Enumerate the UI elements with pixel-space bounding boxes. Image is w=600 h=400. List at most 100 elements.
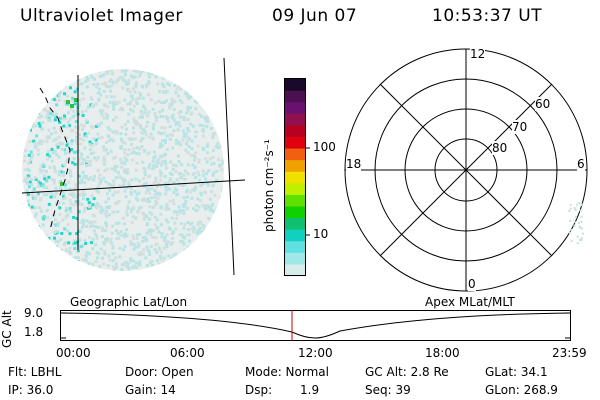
emission-pixel — [199, 184, 203, 188]
emission-pixel — [160, 115, 164, 119]
emission-pixel — [139, 70, 143, 74]
emission-pixel — [123, 245, 127, 249]
emission-pixel — [197, 160, 201, 164]
emission-pixel — [85, 163, 89, 167]
emission-pixel — [133, 189, 137, 193]
emission-pixel — [151, 127, 155, 131]
emission-pixel — [167, 254, 171, 258]
emission-pixel — [56, 221, 60, 225]
emission-pixel — [78, 82, 82, 86]
emission-pixel — [86, 155, 90, 159]
emission-pixel — [581, 227, 584, 230]
emission-pixel — [178, 99, 182, 103]
emission-pixel — [83, 258, 87, 262]
emission-pixel — [86, 77, 90, 81]
emission-pixel — [72, 203, 76, 207]
emission-pixel — [192, 158, 196, 162]
emission-pixel — [93, 232, 97, 236]
emission-pixel — [123, 170, 127, 174]
emission-pixel — [139, 139, 143, 143]
emission-pixel — [183, 177, 187, 181]
emission-pixel — [104, 71, 108, 75]
emission-pixel — [68, 117, 72, 121]
emission-pixel — [162, 246, 166, 250]
emission-pixel — [156, 158, 160, 162]
emission-pixel — [184, 132, 188, 136]
emission-pixel — [147, 75, 151, 79]
emission-pixel — [143, 173, 147, 177]
emission-pixel — [110, 137, 114, 141]
emission-pixel — [154, 200, 158, 204]
emission-pixel — [149, 245, 153, 249]
emission-pixel — [181, 203, 185, 207]
emission-pixel — [153, 101, 157, 105]
emission-pixel — [89, 124, 93, 128]
emission-pixel — [148, 211, 152, 215]
emission-pixel — [48, 109, 52, 113]
emission-pixel — [91, 203, 95, 207]
emission-pixel — [157, 182, 161, 186]
emission-pixel — [78, 193, 82, 197]
emission-pixel — [190, 196, 194, 200]
emission-pixel — [176, 128, 180, 132]
emission-pixel — [117, 171, 121, 175]
emission-pixel — [100, 256, 104, 260]
emission-pixel — [33, 175, 37, 179]
emission-pixel — [580, 237, 583, 240]
emission-pixel — [108, 205, 112, 209]
emission-pixel — [45, 193, 49, 197]
emission-pixel — [138, 91, 142, 95]
emission-pixel — [174, 138, 178, 142]
emission-pixel — [53, 230, 57, 234]
emission-pixel — [74, 200, 78, 204]
emission-pixel — [47, 116, 51, 120]
emission-pixel — [211, 173, 215, 177]
emission-pixel — [151, 235, 155, 239]
emission-pixel — [163, 181, 167, 185]
emission-pixel — [144, 239, 148, 243]
emission-pixel — [55, 229, 59, 233]
emission-pixel — [132, 247, 136, 251]
emission-pixel — [35, 134, 39, 138]
emission-pixel — [81, 258, 85, 262]
emission-pixel — [72, 150, 76, 154]
emission-pixel — [68, 232, 72, 236]
emission-pixel — [46, 109, 50, 113]
emission-pixel — [576, 242, 579, 245]
emission-pixel — [169, 177, 173, 181]
emission-pixel — [198, 230, 202, 234]
emission-pixel — [175, 213, 179, 217]
emission-pixel — [123, 71, 127, 75]
emission-pixel — [52, 178, 56, 182]
colorbar-cell — [285, 206, 305, 219]
emission-pixel — [127, 78, 131, 82]
emission-pixel — [74, 135, 78, 139]
emission-pixel — [64, 248, 68, 252]
emission-pixel — [182, 132, 186, 136]
emission-pixel — [63, 148, 67, 152]
emission-pixel — [208, 197, 212, 201]
emission-pixel — [84, 109, 88, 113]
emission-pixel — [93, 243, 97, 247]
emission-pixel — [194, 107, 198, 111]
emission-pixel — [110, 83, 114, 87]
emission-pixel — [576, 235, 579, 238]
emission-pixel — [95, 189, 99, 193]
emission-pixel — [26, 192, 30, 196]
emission-pixel — [128, 183, 132, 187]
emission-pixel — [217, 146, 221, 150]
emission-pixel — [202, 173, 206, 177]
emission-pixel — [201, 223, 205, 227]
emission-pixel — [58, 116, 62, 120]
emission-pixel — [70, 104, 74, 108]
altitude-right-caption: Apex MLat/MLT — [425, 295, 515, 309]
emission-pixel — [161, 83, 165, 87]
emission-pixel — [66, 158, 70, 162]
emission-pixel — [215, 169, 219, 173]
emission-pixel — [208, 157, 212, 161]
emission-pixel — [102, 89, 106, 93]
emission-pixel — [97, 177, 101, 181]
emission-pixel — [194, 135, 198, 139]
emission-pixel — [132, 69, 136, 73]
